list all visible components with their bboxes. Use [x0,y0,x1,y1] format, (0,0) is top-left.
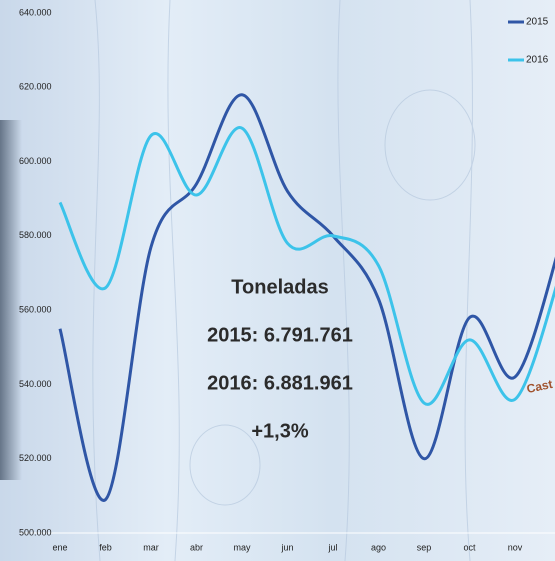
x-tick-label: nov [508,542,523,552]
background-shade [0,120,22,480]
x-tick-label: jun [280,542,293,552]
x-tick-label: ene [52,542,67,552]
y-tick-label: 580.000 [19,230,52,240]
y-tick-label: 620.000 [19,82,52,92]
x-tick-label: jul [327,542,337,552]
annotation: Cast [525,377,553,396]
y-tick-label: 500.000 [19,527,52,537]
series-line [58,93,555,502]
annotation: 2016: 6.881.961 [207,372,353,394]
y-tick-label: 540.000 [19,379,52,389]
x-tick-label: oct [463,542,476,552]
x-tick-label: ago [371,542,386,552]
series-line [58,126,555,406]
x-tick-label: abr [190,542,203,552]
x-tick-label: sep [417,542,432,552]
legend-label: 2015 [526,17,549,28]
y-tick-label: 520.000 [19,453,52,463]
x-tick-label: may [233,542,251,552]
y-tick-label: 640.000 [19,7,52,17]
annotation: +1,3% [251,420,308,442]
x-tick-label: mar [143,542,159,552]
x-tick-label: feb [99,542,112,552]
annotation: 2015: 6.791.761 [207,324,353,346]
y-tick-label: 600.000 [19,156,52,166]
legend-label: 2016 [526,55,549,66]
wood-grain [92,0,476,561]
y-tick-label: 560.000 [19,305,52,315]
annotation: Toneladas [231,276,328,298]
